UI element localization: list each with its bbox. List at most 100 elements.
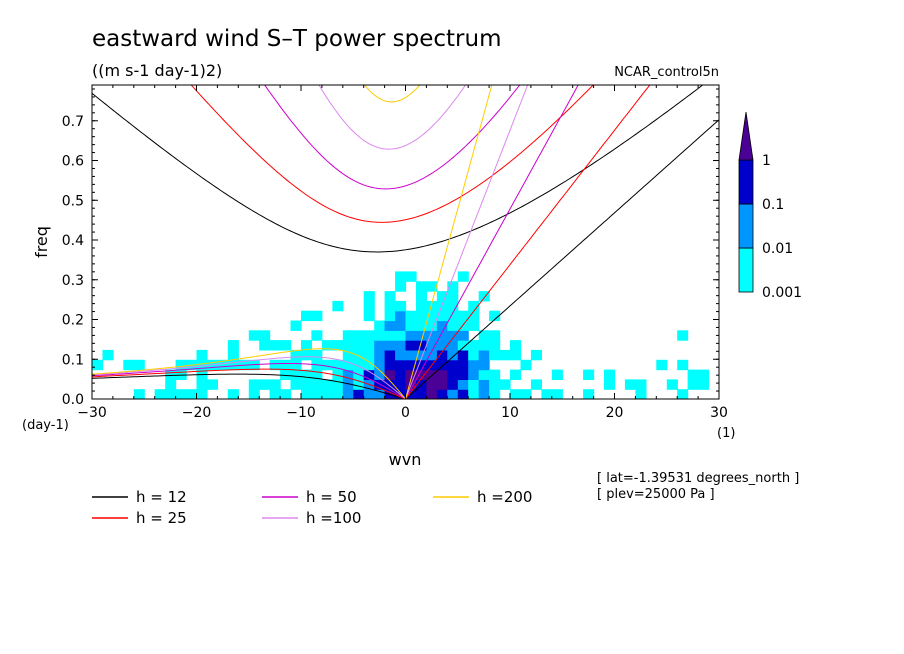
heat-cell xyxy=(374,349,386,361)
heat-cell xyxy=(635,389,647,399)
heat-cell xyxy=(426,349,438,361)
heat-cell xyxy=(342,349,354,361)
x-tick-label: −10 xyxy=(286,405,316,421)
heat-cell xyxy=(133,389,145,399)
heat-cell xyxy=(217,359,229,371)
heat-cell xyxy=(332,369,344,380)
heat-cell xyxy=(196,389,208,399)
heat-cell xyxy=(405,320,417,331)
x-tick-label: 10 xyxy=(501,405,519,421)
colorbar-swatch xyxy=(738,159,754,205)
heat-cell xyxy=(395,320,407,331)
heat-cell xyxy=(426,320,438,331)
heat-cell xyxy=(447,310,459,322)
heat-cell xyxy=(447,291,459,302)
heat-cell xyxy=(363,349,375,361)
heat-cell xyxy=(175,359,187,371)
heat-cell xyxy=(635,379,647,390)
heat-cell xyxy=(363,340,375,351)
heat-cell xyxy=(489,310,501,322)
heat-cell xyxy=(416,369,427,380)
heat-cell xyxy=(468,340,480,351)
x-unit-label: (1) xyxy=(717,426,735,441)
x-axis-label: wvn xyxy=(389,450,422,469)
heat-cell xyxy=(405,310,417,322)
x-tick-label: −30 xyxy=(77,405,107,421)
heat-cell xyxy=(248,389,260,399)
heat-cell xyxy=(227,349,239,361)
heat-cell xyxy=(499,379,511,390)
heat-cell xyxy=(395,349,407,361)
heat-cell xyxy=(416,330,427,341)
heat-cell xyxy=(666,379,678,390)
colorbar-label: 0.01 xyxy=(762,241,793,257)
heat-cell xyxy=(416,389,427,399)
heat-cell xyxy=(656,359,668,371)
heat-cell xyxy=(395,379,407,390)
heat-cell xyxy=(416,291,427,302)
heat-cell xyxy=(227,359,239,371)
heat-cell xyxy=(405,349,417,361)
heat-cell xyxy=(311,369,323,380)
heat-cell xyxy=(530,379,542,390)
heat-cell xyxy=(436,389,448,399)
heat-cell xyxy=(447,379,459,390)
heat-cell xyxy=(489,369,501,380)
heat-cell xyxy=(457,340,469,351)
heat-cell xyxy=(374,359,386,371)
heat-cell xyxy=(353,330,365,341)
heat-cell xyxy=(447,340,459,351)
heat-cell xyxy=(457,320,469,331)
heat-cell xyxy=(447,369,459,380)
y-axis: 0.0 0.1 0.2 0.3 0.4 0.5 0.6 0.7 xyxy=(62,88,719,408)
heat-cell xyxy=(227,389,239,399)
eig-curve xyxy=(264,85,521,190)
heat-cell xyxy=(489,389,501,399)
heat-cell xyxy=(280,369,292,380)
heat-cell xyxy=(426,300,438,312)
heat-cell xyxy=(290,359,302,371)
heat-cell xyxy=(436,291,448,302)
heat-cell xyxy=(395,389,407,399)
legend-label: h =200 xyxy=(477,488,532,506)
kelvin-curve xyxy=(405,85,579,399)
heat-cell xyxy=(436,340,448,351)
heat-cell xyxy=(384,379,396,390)
heat-cell xyxy=(395,340,407,351)
heat-cell xyxy=(416,349,427,361)
heat-cell xyxy=(405,359,417,371)
colorbar-label: 0.001 xyxy=(762,285,802,301)
heat-cell xyxy=(426,389,438,399)
colorbar-label: 0.1 xyxy=(762,197,784,213)
heat-cell xyxy=(457,379,469,390)
colorbar-swatch xyxy=(738,247,754,293)
heat-cell xyxy=(510,369,522,380)
x-tick-label: 0 xyxy=(401,405,410,421)
heat-cell xyxy=(353,379,365,390)
heat-cell xyxy=(405,330,417,341)
heat-cell xyxy=(321,389,333,399)
heat-cell xyxy=(259,330,271,341)
heat-cell xyxy=(436,369,448,380)
y-tick-label: 0.0 xyxy=(62,392,84,408)
legend: h = 12 h = 25 h = 50 h =100 h =200 xyxy=(92,488,532,527)
x-tick-label: 20 xyxy=(606,405,624,421)
heat-cell xyxy=(165,389,177,399)
heat-cell xyxy=(677,330,689,341)
heat-cell xyxy=(384,320,396,331)
heat-cell xyxy=(280,389,292,399)
heat-cell xyxy=(489,349,501,361)
colorbar-swatch xyxy=(738,111,754,161)
eig-curve xyxy=(318,85,467,150)
heat-cell xyxy=(363,310,375,322)
heat-cell xyxy=(489,379,501,390)
heat-cell xyxy=(342,359,354,371)
heat-cell xyxy=(395,300,407,312)
heat-cell xyxy=(290,379,302,390)
heat-cell xyxy=(416,340,427,351)
heat-cell xyxy=(290,369,302,380)
heat-cell xyxy=(363,359,375,371)
heat-cell xyxy=(436,359,448,371)
heat-cell xyxy=(447,300,459,312)
heat-cell xyxy=(248,330,260,341)
